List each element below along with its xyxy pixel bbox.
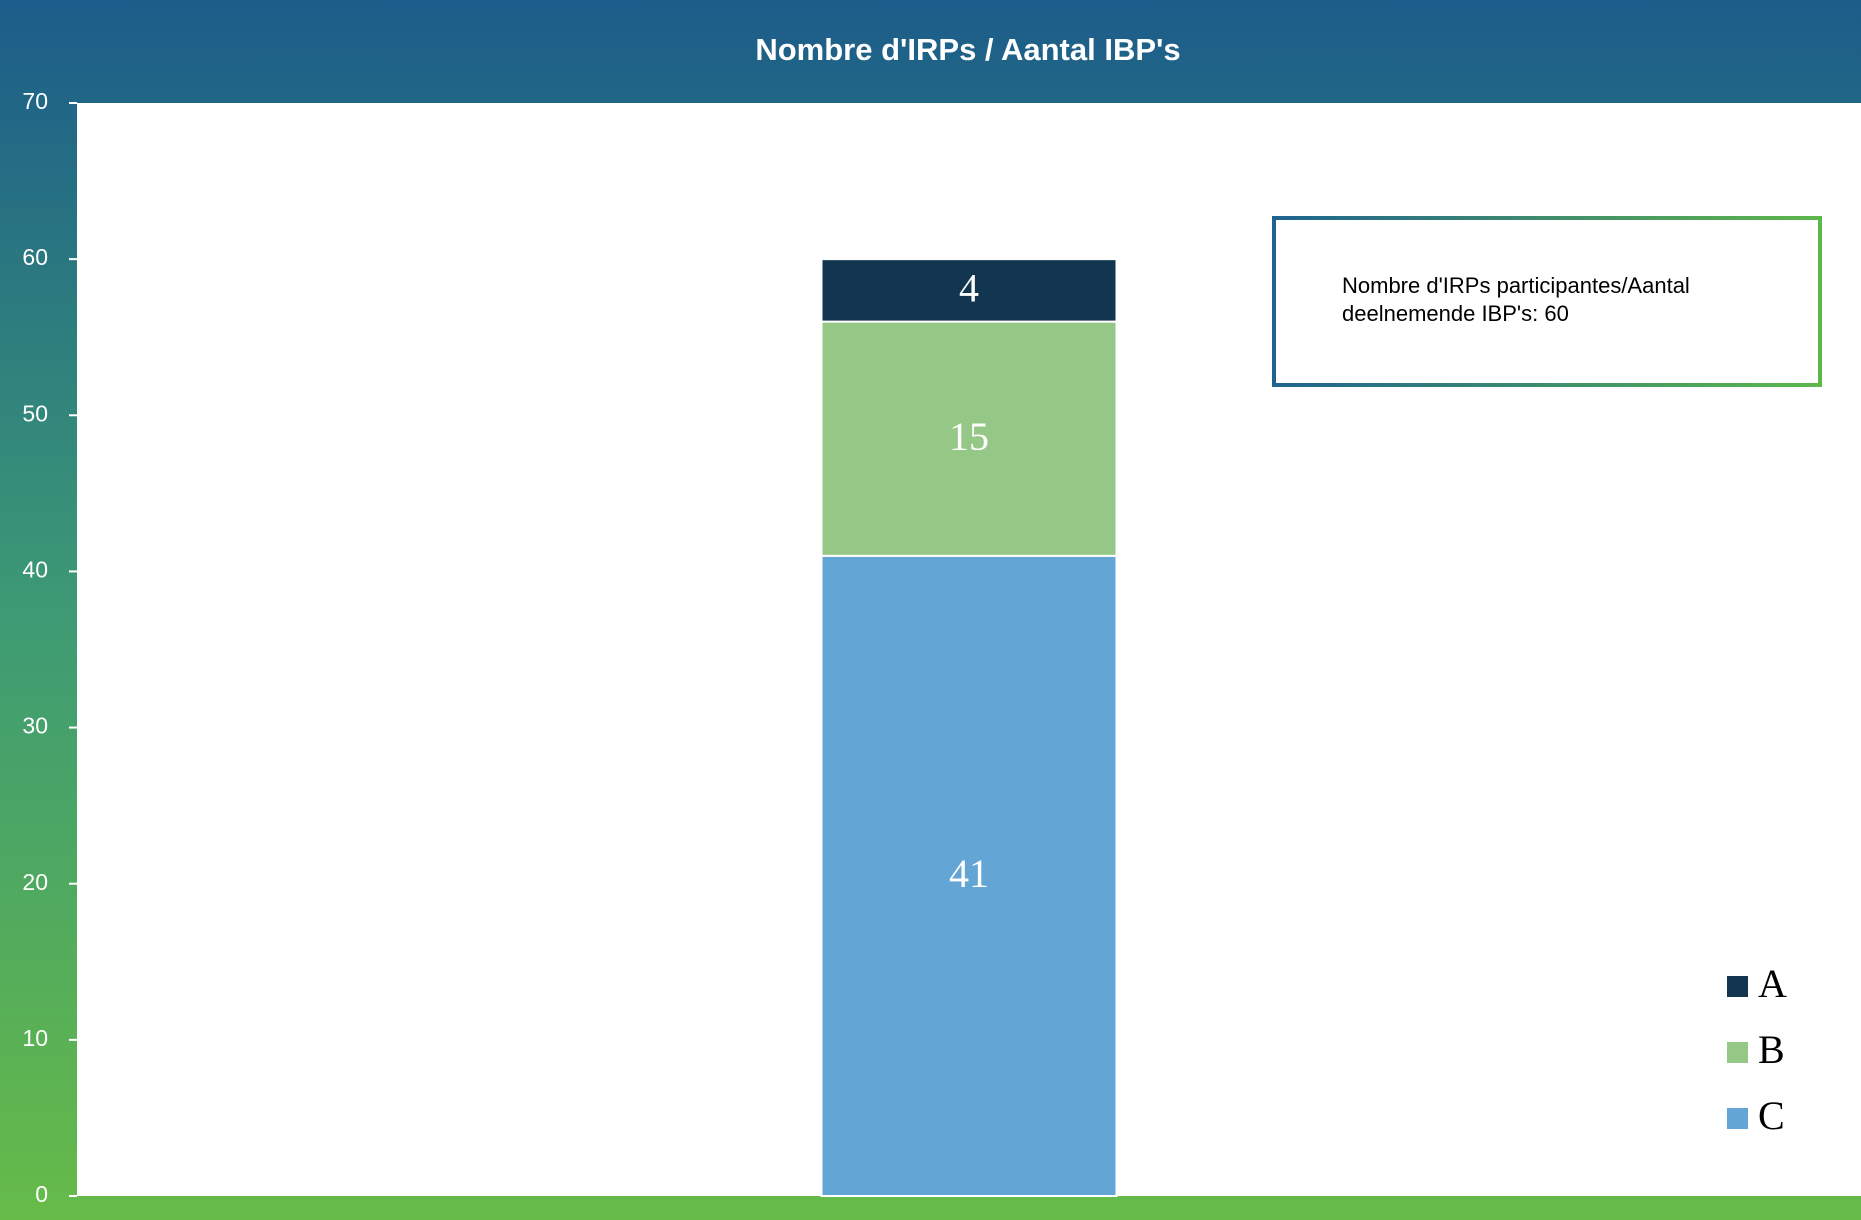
- legend-swatch: [1727, 1108, 1748, 1129]
- chart-title: Nombre d'IRPs / Aantal IBP's: [755, 32, 1180, 67]
- y-tick-label: 70: [22, 88, 48, 114]
- bar-segment: [820, 258, 1118, 323]
- y-tick-label: 60: [22, 244, 48, 270]
- data-label: 15: [949, 414, 989, 459]
- legend-label: B: [1758, 1027, 1785, 1072]
- legend-swatch: [1727, 1042, 1748, 1063]
- data-label: 41: [949, 851, 989, 896]
- y-tick-label: 50: [22, 400, 48, 426]
- annotation: Nombre d'IRPs participantes/Aantal: [1342, 273, 1690, 298]
- annotation-box: [1272, 216, 1822, 387]
- bar-segment: [820, 320, 1118, 557]
- y-tick-label: 40: [22, 557, 48, 583]
- annotation: deelnemende IBP's: 60: [1342, 301, 1569, 326]
- data-label: 4: [959, 266, 979, 311]
- y-tick-label: 10: [22, 1025, 48, 1051]
- y-tick-label: 30: [22, 713, 48, 739]
- legend-label: A: [1758, 961, 1787, 1006]
- legend-swatch: [1727, 976, 1748, 997]
- bar-segment: [820, 554, 1118, 1197]
- legend-label: C: [1758, 1093, 1785, 1138]
- y-tick-label: 20: [22, 869, 48, 895]
- y-tick-label: 0: [35, 1181, 48, 1207]
